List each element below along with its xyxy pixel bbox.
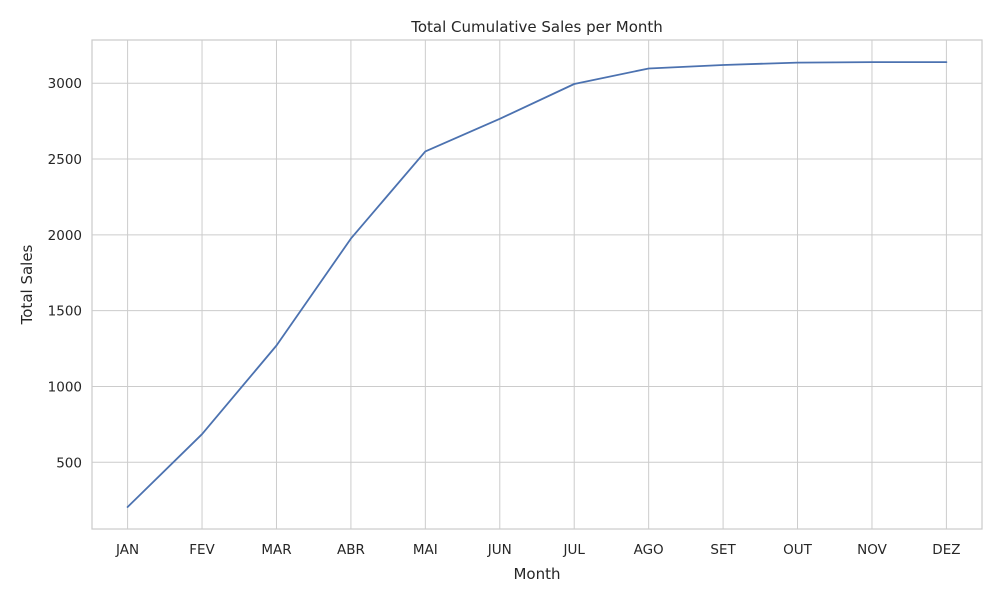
series-line <box>126 61 948 508</box>
x-tick-label: NOV <box>857 542 887 558</box>
x-tick-label: JUN <box>487 542 512 558</box>
plot-frame <box>91 39 983 530</box>
x-gridlines <box>127 40 947 529</box>
y-tick-label: 1500 <box>48 304 82 320</box>
y-axis-label: Total Sales <box>18 244 36 325</box>
x-tick-label: OUT <box>783 542 813 558</box>
chart-title: Total Cumulative Sales per Month <box>410 18 663 36</box>
x-tick-label: SET <box>710 542 736 558</box>
y-tick-label: 500 <box>56 455 82 471</box>
x-tick-label: DEZ <box>932 542 960 558</box>
x-tick-label: FEV <box>189 542 215 558</box>
y-gridlines <box>92 82 982 463</box>
x-tick-label: JAN <box>115 542 139 558</box>
x-tick-label: MAI <box>413 542 438 558</box>
x-tick-label: AGO <box>634 542 664 558</box>
y-tick-label: 2500 <box>48 152 82 168</box>
x-axis-label: Month <box>513 565 560 583</box>
x-tick-labels: JAN FEV MAR ABR MAI JUN JUL AGO SET OUT NOV DEZ <box>115 542 960 558</box>
y-tick-label: 3000 <box>48 76 82 92</box>
y-tick-label: 2000 <box>48 228 82 244</box>
x-tick-label: JUL <box>563 542 586 558</box>
y-tick-labels: 500 1000 1500 2000 2500 3000 <box>48 76 82 471</box>
x-tick-label: ABR <box>337 542 365 558</box>
y-tick-label: 1000 <box>48 379 82 395</box>
x-tick-label: MAR <box>261 542 291 558</box>
series-layer <box>126 61 948 508</box>
